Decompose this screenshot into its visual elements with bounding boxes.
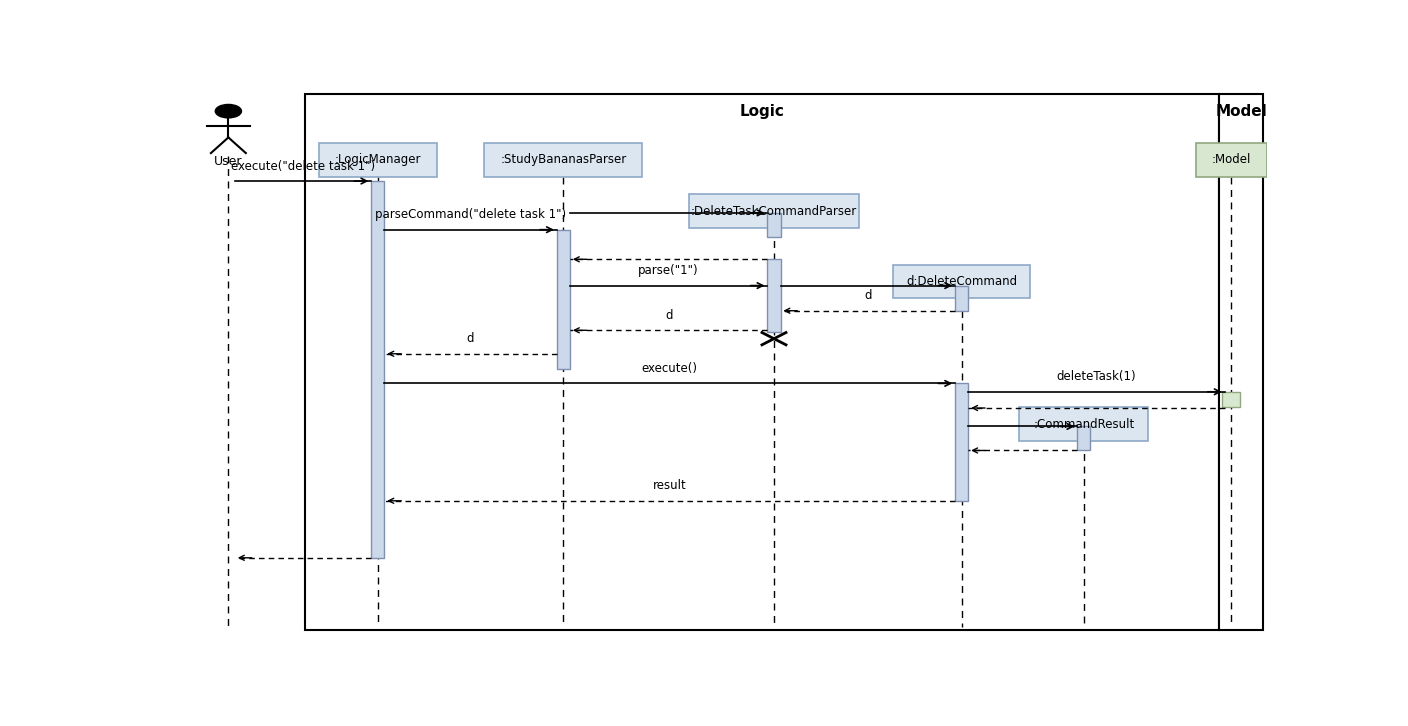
Text: :DeleteTaskCommandParser: :DeleteTaskCommandParser	[691, 205, 857, 218]
Bar	[1219, 94, 1263, 630]
Text: Model: Model	[1215, 104, 1267, 119]
Bar	[1077, 426, 1090, 450]
Bar	[955, 285, 969, 311]
Bar	[767, 213, 780, 237]
Text: d:DeleteCommand: d:DeleteCommand	[907, 275, 1017, 288]
Text: d: d	[865, 290, 872, 302]
Text: execute("delete task 1"): execute("delete task 1")	[231, 160, 375, 173]
Text: d: d	[467, 333, 474, 346]
Text: User: User	[214, 155, 242, 168]
Bar	[484, 143, 642, 176]
Bar	[955, 383, 969, 501]
Text: d: d	[665, 309, 673, 322]
Bar	[320, 143, 436, 176]
Bar	[1222, 392, 1240, 407]
Text: Logic: Logic	[739, 104, 784, 119]
Text: parse("1"): parse("1")	[638, 264, 698, 277]
Text: result: result	[653, 479, 687, 492]
Bar	[690, 195, 859, 228]
Circle shape	[215, 105, 242, 118]
Bar	[304, 94, 1219, 630]
Bar	[894, 265, 1029, 298]
Bar	[1195, 143, 1267, 176]
Bar	[1019, 407, 1149, 441]
Bar	[556, 229, 570, 370]
Bar	[372, 181, 384, 558]
Text: :Model: :Model	[1211, 153, 1250, 166]
Text: :LogicManager: :LogicManager	[335, 153, 421, 166]
Text: :StudyBananasParser: :StudyBananasParser	[500, 153, 627, 166]
Text: execute(): execute()	[642, 362, 698, 375]
Bar	[767, 259, 780, 332]
Text: :CommandResult: :CommandResult	[1033, 417, 1135, 431]
Text: parseCommand("delete task 1"): parseCommand("delete task 1")	[375, 208, 566, 221]
Text: deleteTask(1): deleteTask(1)	[1056, 370, 1136, 383]
